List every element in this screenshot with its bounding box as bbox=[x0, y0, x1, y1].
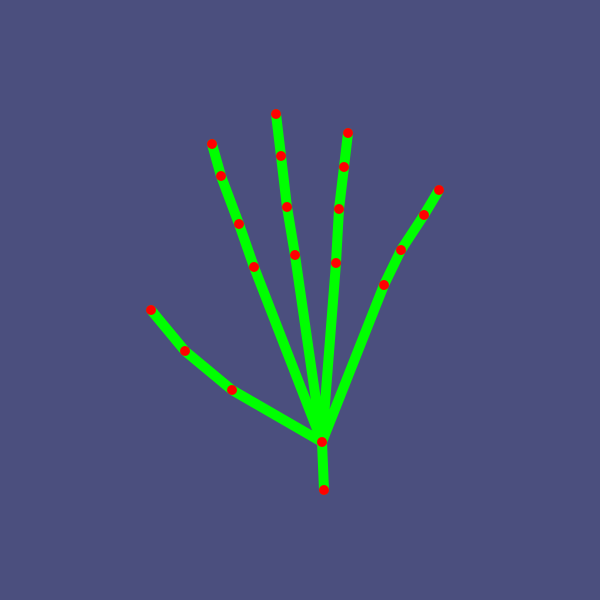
wrist-joint-1 bbox=[319, 485, 329, 495]
middle-bone-2 bbox=[282, 202, 300, 260]
index-bone-4 bbox=[207, 139, 226, 181]
joints-group bbox=[146, 109, 444, 495]
index-joint-1 bbox=[249, 262, 259, 272]
wrist-joint-0 bbox=[317, 437, 327, 447]
middle-bone-1 bbox=[290, 250, 327, 447]
ring-joint-1 bbox=[331, 258, 341, 268]
ring-bone-1 bbox=[317, 258, 341, 447]
pinky-joint-2 bbox=[396, 245, 406, 255]
index-bone-2 bbox=[234, 219, 259, 272]
thumb-joint-2 bbox=[180, 346, 190, 356]
thumb-joint-3 bbox=[146, 305, 156, 315]
thumb-bone-3 bbox=[146, 305, 190, 356]
middle-joint-3 bbox=[276, 151, 286, 161]
pinky-bone-3 bbox=[396, 210, 429, 255]
middle-joint-2 bbox=[282, 202, 292, 212]
ring-bone-2 bbox=[331, 204, 344, 268]
middle-joint-1 bbox=[290, 250, 300, 260]
ring-bone-3 bbox=[334, 162, 349, 214]
pinky-joint-4 bbox=[434, 185, 444, 195]
ring-bone-4 bbox=[339, 128, 353, 172]
pinky-bone-2 bbox=[379, 245, 406, 290]
thumb-bone-1 bbox=[227, 385, 327, 447]
ring-joint-3 bbox=[339, 162, 349, 172]
pinky-joint-1 bbox=[379, 280, 389, 290]
index-bone-1 bbox=[249, 262, 327, 447]
index-joint-2 bbox=[234, 219, 244, 229]
wrist-bone-1 bbox=[317, 437, 329, 495]
index-bone-3 bbox=[216, 171, 244, 229]
pinky-joint-3 bbox=[419, 210, 429, 220]
ring-joint-4 bbox=[343, 128, 353, 138]
middle-joint-4 bbox=[271, 109, 281, 119]
thumb-bone-2 bbox=[180, 346, 237, 395]
index-joint-4 bbox=[207, 139, 217, 149]
middle-bone-4 bbox=[271, 109, 286, 161]
pinky-bone-1 bbox=[317, 280, 389, 447]
middle-bone-3 bbox=[276, 151, 292, 212]
ring-joint-2 bbox=[334, 204, 344, 214]
thumb-joint-1 bbox=[227, 385, 237, 395]
index-joint-3 bbox=[216, 171, 226, 181]
